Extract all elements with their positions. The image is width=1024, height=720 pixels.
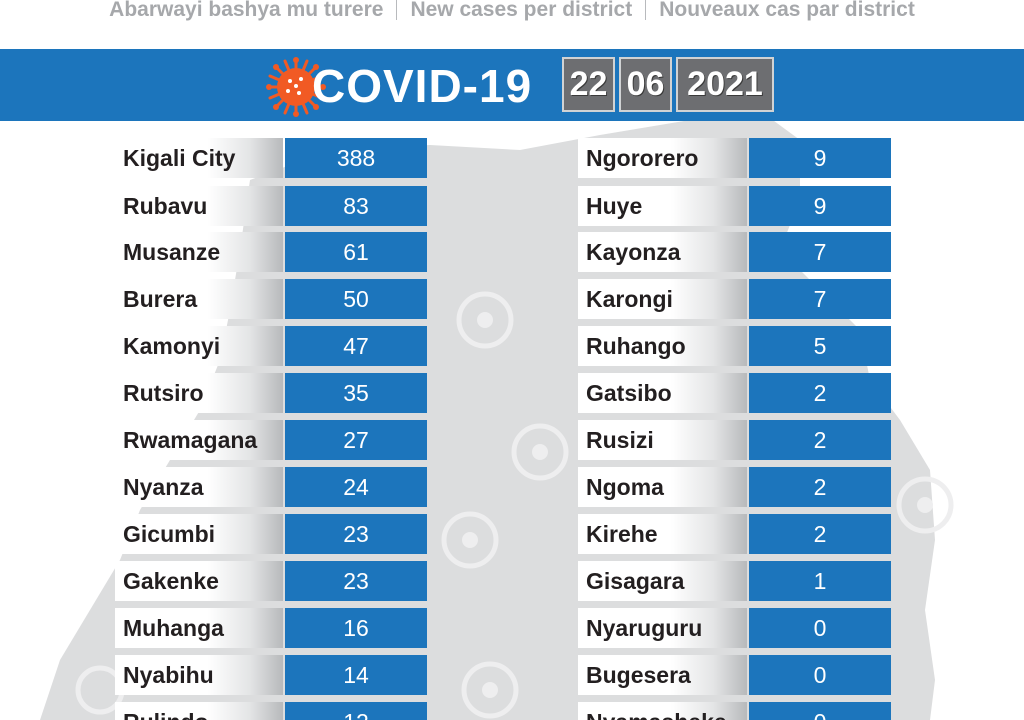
district-row: Kigali City 388 <box>115 138 427 178</box>
district-row: Bugesera 0 <box>578 655 891 695</box>
district-case-count: 7 <box>749 232 891 272</box>
district-case-count: 9 <box>749 138 891 178</box>
district-case-count: 2 <box>749 373 891 413</box>
district-name: Kayonza <box>578 232 747 272</box>
district-name: Rusizi <box>578 420 747 460</box>
district-case-count: 47 <box>285 326 427 366</box>
district-case-count: 9 <box>749 186 891 226</box>
district-name: Rulindo <box>115 702 283 720</box>
district-row: Rusizi 2 <box>578 420 891 460</box>
district-row: Rutsiro 35 <box>115 373 427 413</box>
district-name: Ngororero <box>578 138 747 178</box>
district-row: Ngororero 9 <box>578 138 891 178</box>
district-case-count: 0 <box>749 702 891 720</box>
virus-decor-icon <box>75 291 954 719</box>
district-row: Nyaruguru 0 <box>578 608 891 648</box>
district-name: Burera <box>115 279 283 319</box>
district-row: Burera 50 <box>115 279 427 319</box>
district-name: Musanze <box>115 232 283 272</box>
report-date: 22 06 2021 <box>562 57 774 112</box>
district-name: Bugesera <box>578 655 747 695</box>
district-row: Musanze 61 <box>115 232 427 272</box>
district-case-count: 2 <box>749 420 891 460</box>
district-row: Karongi 7 <box>578 279 891 319</box>
district-name: Gisagara <box>578 561 747 601</box>
district-row: Gatsibo 2 <box>578 373 891 413</box>
district-case-count: 23 <box>285 514 427 554</box>
district-row: Nyanza 24 <box>115 467 427 507</box>
district-name: Nyabihu <box>115 655 283 695</box>
trilingual-subtitle: Abarwayi bashya mu turere New cases per … <box>0 0 1024 28</box>
district-name: Ruhango <box>578 326 747 366</box>
district-row: Kamonyi 47 <box>115 326 427 366</box>
district-case-count: 2 <box>749 514 891 554</box>
district-row: Muhanga 16 <box>115 608 427 648</box>
district-row: Nyabihu 14 <box>115 655 427 695</box>
district-row: Rubavu 83 <box>115 186 427 226</box>
district-case-count: 24 <box>285 467 427 507</box>
district-row: Kayonza 7 <box>578 232 891 272</box>
district-case-count: 23 <box>285 561 427 601</box>
date-day: 22 <box>562 57 615 112</box>
subtitle-kinyarwanda: Abarwayi bashya mu turere <box>109 0 384 21</box>
date-month: 06 <box>619 57 672 112</box>
district-case-count: 35 <box>285 373 427 413</box>
district-name: Rutsiro <box>115 373 283 413</box>
date-year: 2021 <box>676 57 774 112</box>
district-row: Ruhango 5 <box>578 326 891 366</box>
subtitle-divider <box>396 0 398 20</box>
district-name: Gakenke <box>115 561 283 601</box>
district-case-count: 61 <box>285 232 427 272</box>
district-case-count: 12 <box>285 702 427 720</box>
district-name: Nyamasheke <box>578 702 747 720</box>
district-name: Ngoma <box>578 467 747 507</box>
district-case-count: 16 <box>285 608 427 648</box>
district-case-count: 14 <box>285 655 427 695</box>
subtitle-french: Nouveaux cas par district <box>659 0 915 21</box>
district-name: Nyaruguru <box>578 608 747 648</box>
district-name: Gicumbi <box>115 514 283 554</box>
district-name: Muhanga <box>115 608 283 648</box>
district-case-count: 388 <box>285 138 427 178</box>
district-row: Huye 9 <box>578 186 891 226</box>
district-case-count: 50 <box>285 279 427 319</box>
district-row: Gisagara 1 <box>578 561 891 601</box>
district-name: Kigali City <box>115 138 283 178</box>
district-name: Nyanza <box>115 467 283 507</box>
district-case-count: 1 <box>749 561 891 601</box>
banner-title: COVID-19 <box>312 60 533 112</box>
district-row: Ngoma 2 <box>578 467 891 507</box>
district-case-count: 7 <box>749 279 891 319</box>
district-case-count: 2 <box>749 467 891 507</box>
district-row: Kirehe 2 <box>578 514 891 554</box>
coronavirus-icon <box>266 57 326 117</box>
district-row: Gicumbi 23 <box>115 514 427 554</box>
subtitle-english: New cases per district <box>410 0 633 21</box>
district-row: Nyamasheke0 <box>578 702 891 720</box>
subtitle-divider <box>645 0 647 20</box>
district-name: Rwamagana <box>115 420 283 460</box>
district-case-count: 0 <box>749 655 891 695</box>
district-case-count: 0 <box>749 608 891 648</box>
district-name: Gatsibo <box>578 373 747 413</box>
district-case-count: 83 <box>285 186 427 226</box>
district-name: Kirehe <box>578 514 747 554</box>
district-row: Rulindo12 <box>115 702 427 720</box>
title-banner <box>0 49 1024 121</box>
district-case-count: 5 <box>749 326 891 366</box>
district-row: Rwamagana 27 <box>115 420 427 460</box>
district-name: Kamonyi <box>115 326 283 366</box>
district-row: Gakenke 23 <box>115 561 427 601</box>
district-name: Rubavu <box>115 186 283 226</box>
district-name: Karongi <box>578 279 747 319</box>
district-case-count: 27 <box>285 420 427 460</box>
district-name: Huye <box>578 186 747 226</box>
